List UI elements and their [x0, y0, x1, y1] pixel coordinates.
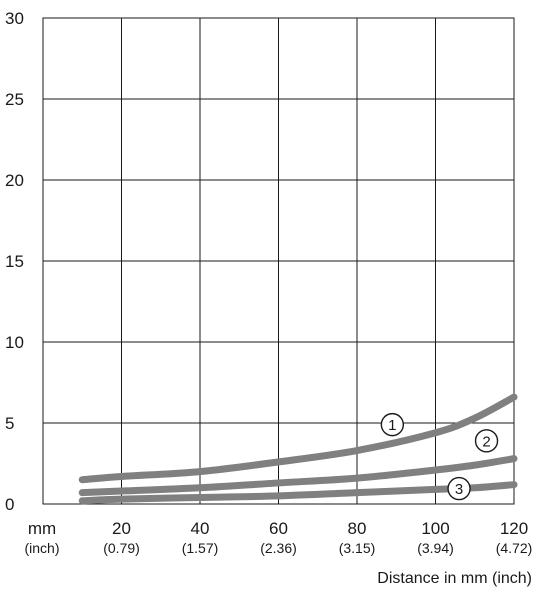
series-marker-label-2: 2 — [482, 433, 490, 450]
x-tick-label-0: mm — [28, 519, 56, 538]
series-markers: 1 2 3 — [380, 412, 499, 501]
y-tick-labels: 0 5 10 15 20 25 30 — [5, 9, 24, 514]
x-tick-sublabel-120: (4.72) — [496, 540, 533, 556]
x-tick-label-40: 40 — [191, 519, 210, 538]
x-tick-sublabel-20: (0.79) — [103, 540, 140, 556]
x-tick-label-20: 20 — [112, 519, 131, 538]
x-tick-sublabel-80: (3.15) — [339, 540, 376, 556]
y-tick-label-20: 20 — [5, 171, 24, 190]
y-tick-label-30: 30 — [5, 9, 24, 28]
y-tick-label-5: 5 — [5, 414, 14, 433]
x-tick-label-80: 80 — [348, 519, 367, 538]
grid — [42, 17, 515, 505]
x-tick-label-60: 60 — [269, 519, 288, 538]
y-tick-label-15: 15 — [5, 252, 24, 271]
x-tick-sublabel-60: (2.36) — [260, 540, 297, 556]
y-tick-label-10: 10 — [5, 333, 24, 352]
series-marker-2: 2 — [474, 429, 499, 453]
x-tick-sublabel-40: (1.57) — [182, 540, 219, 556]
x-tick-sublabel-0: (inch) — [24, 540, 59, 556]
x-axis-label: Distance in mm (inch) — [377, 570, 532, 587]
series-marker-3: 3 — [447, 476, 471, 501]
series-line-1 — [78, 393, 518, 484]
y-tick-label-0: 0 — [5, 495, 14, 514]
x-tick-label-100: 100 — [421, 519, 449, 538]
x-tick-labels: mm (inch) 20 (0.79) 40 (1.57) 60 (2.36) 80 (3.15)… — [24, 519, 532, 556]
series-marker-1: 1 — [380, 412, 405, 437]
y-tick-label-25: 25 — [5, 90, 24, 109]
x-tick-sublabel-100: (3.94) — [417, 540, 454, 556]
series-line-2 — [78, 455, 518, 497]
x-tick-label-120: 120 — [500, 519, 528, 538]
series-marker-label-1: 1 — [388, 417, 396, 434]
series-marker-label-3: 3 — [455, 481, 463, 498]
